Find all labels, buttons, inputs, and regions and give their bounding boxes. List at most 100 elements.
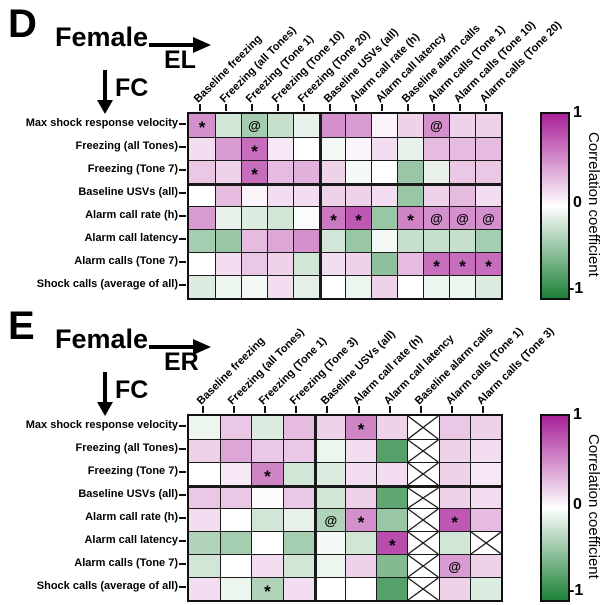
heatmap-cell — [469, 554, 501, 577]
heatmap-cell — [220, 531, 252, 554]
heatmap-cell — [215, 114, 241, 137]
significance-mark: @ — [456, 210, 469, 226]
heatmap-cell — [407, 439, 439, 462]
excluded-cross-icon — [408, 578, 438, 600]
heatmap-cell: * — [251, 577, 283, 600]
heatmap-cell — [282, 462, 314, 485]
significance-mark: * — [451, 512, 458, 532]
heatmap-cell — [189, 275, 215, 298]
heatmap-cell — [189, 206, 215, 229]
heatmap-cell — [189, 416, 221, 439]
significance-mark: * — [388, 535, 396, 555]
heatmap-cell — [397, 137, 423, 160]
heatmap-cell — [220, 554, 252, 577]
row-label: Max shock response velocity — [25, 117, 178, 129]
heatmap-cell — [376, 577, 408, 600]
row-tick — [179, 237, 186, 240]
column-tick — [295, 406, 298, 413]
heatmap-cell — [313, 416, 345, 439]
row-factor-label: FC — [115, 74, 149, 102]
colorbar-title: Correlation coefficient — [585, 433, 602, 579]
heatmap-cell — [215, 183, 241, 206]
colorbar — [540, 112, 570, 300]
heatmap-cell — [313, 554, 345, 577]
row-tick — [179, 562, 186, 565]
heatmap-cell — [475, 183, 501, 206]
excluded-cross-icon — [408, 488, 438, 508]
significance-mark: * — [198, 118, 206, 137]
heatmap-cell — [345, 439, 377, 462]
heatmap-cell — [293, 252, 319, 275]
heatmap-cell — [282, 577, 314, 600]
row-tick — [179, 539, 186, 542]
panel-letter: D — [8, 2, 37, 46]
heatmap-grid: * @ @ * * * * * @ @ @ * * * — [187, 112, 503, 300]
heatmap-cell — [215, 252, 241, 275]
column-tick — [201, 406, 204, 413]
heatmap-cell — [215, 229, 241, 252]
heatmap-cell — [319, 229, 345, 252]
heatmap-grid: * * @ * * * @ * — [187, 414, 503, 602]
significance-mark: * — [433, 256, 440, 276]
column-factor-label: ER — [164, 348, 199, 376]
heatmap-cell — [345, 137, 371, 160]
heatmap-cell — [319, 275, 345, 298]
heatmap-cell: * — [345, 508, 377, 532]
heatmap-cell — [407, 462, 439, 485]
column-tick — [381, 104, 383, 111]
heatmap-cell — [475, 229, 501, 252]
heatmap-cell — [438, 531, 470, 554]
heatmap-cell — [313, 577, 345, 600]
heatmap-cell — [313, 439, 345, 462]
heatmap-cell — [215, 206, 241, 229]
heatmap-cell — [469, 485, 501, 508]
heatmap-cell — [397, 183, 423, 206]
heatmap-cell: * — [251, 462, 283, 485]
colorbar-tick-max: 1 — [573, 104, 582, 121]
heatmap-cell — [189, 485, 221, 508]
heatmap-cell — [376, 462, 408, 485]
column-tick — [388, 406, 391, 413]
heatmap-cell — [397, 275, 423, 298]
heatmap-cell — [345, 229, 371, 252]
heatmap-cell — [345, 577, 377, 600]
heatmap-cell: @ — [449, 206, 475, 229]
heatmap-cell — [345, 462, 377, 485]
heatmap-cell — [215, 275, 241, 298]
row-label: Max shock response velocity — [25, 419, 178, 431]
heatmap-cell — [397, 114, 423, 137]
heatmap-cell: @ — [313, 508, 345, 531]
colorbar-tick-zero: 0 — [573, 194, 582, 211]
column-tick — [326, 406, 329, 413]
column-tick — [355, 104, 357, 111]
significance-mark: * — [357, 512, 365, 532]
heatmap-cell — [189, 183, 215, 206]
heatmap-cell: @ — [423, 206, 449, 229]
heatmap-cell — [449, 183, 475, 206]
heatmap-cell — [407, 577, 439, 600]
heatmap-cell — [267, 114, 293, 137]
column-tick — [407, 104, 409, 111]
column-tick — [451, 406, 454, 413]
significance-mark: @ — [430, 118, 443, 133]
heatmap-cell — [438, 416, 470, 439]
column-tick — [459, 104, 461, 111]
heatmap-cell — [449, 160, 475, 183]
column-tick — [329, 104, 331, 111]
heatmap-cell — [215, 160, 241, 183]
heatmap-cell — [319, 252, 345, 275]
heatmap-cell — [371, 114, 397, 137]
excluded-cross-icon — [471, 532, 501, 554]
excluded-cross-icon — [408, 555, 438, 577]
heatmap-cell — [371, 137, 397, 160]
column-tick — [485, 104, 487, 111]
heatmap-cell — [293, 114, 319, 137]
significance-mark: * — [407, 210, 414, 230]
heatmap-cell — [319, 183, 345, 206]
heatmap-cell — [423, 137, 449, 160]
row-tick — [179, 191, 186, 194]
heatmap-cell — [267, 183, 293, 206]
heatmap-cell — [469, 439, 501, 462]
heatmap-cell — [189, 229, 215, 252]
group-title: Female — [55, 22, 149, 52]
